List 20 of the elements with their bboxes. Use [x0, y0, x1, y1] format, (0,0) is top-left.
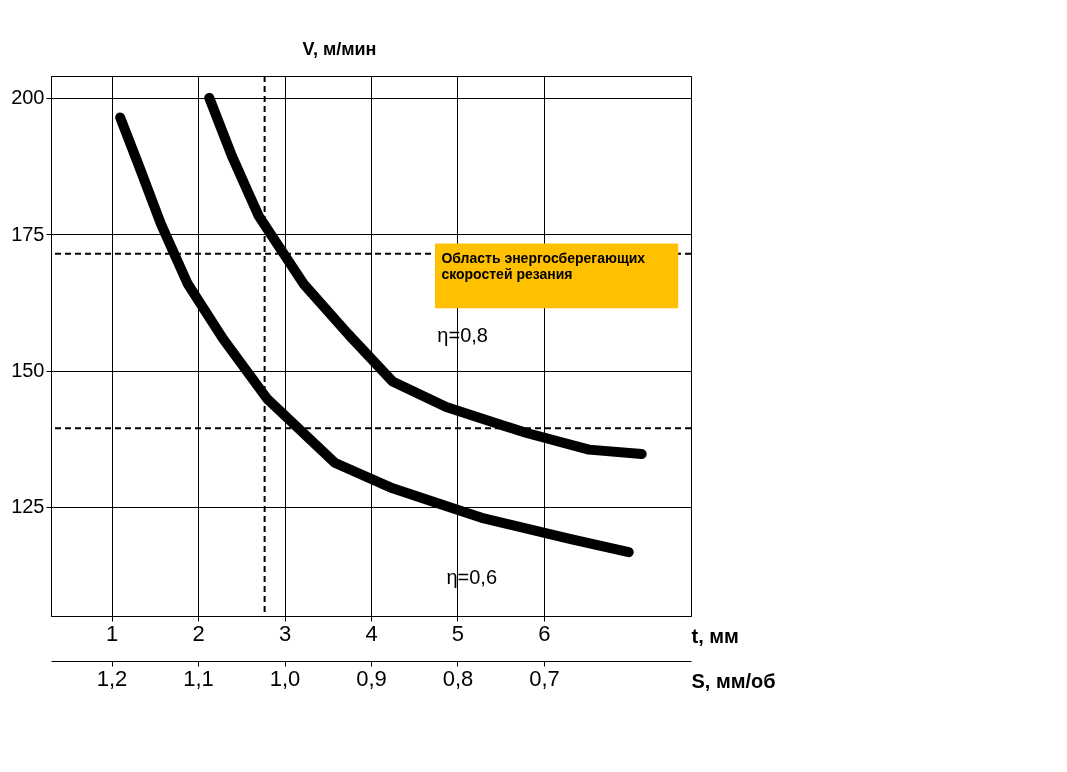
y-tick-label: 150 — [11, 359, 45, 382]
x2-tick-label: 0,8 — [442, 665, 474, 691]
x2-tick-label: 1,2 — [96, 665, 128, 691]
x-axis-title: t, мм — [691, 624, 739, 647]
x-tick-label: 3 — [278, 620, 292, 646]
x-tick-label: 1 — [105, 620, 119, 646]
x2-tick-label: 1,1 — [183, 665, 214, 691]
x2-tick-label: 0,7 — [529, 665, 560, 691]
y-tick-label: 200 — [11, 86, 45, 109]
x-tick-label: 6 — [538, 620, 551, 646]
x2-tick-label: 1,0 — [269, 665, 301, 691]
x2-tick-label: 0,9 — [356, 665, 387, 691]
y-axis-title: V, м/мин — [302, 38, 377, 59]
x2-axis-title: S, мм/об — [691, 669, 776, 692]
y-tick-label: 125 — [11, 495, 45, 518]
x-tick-label: 4 — [365, 620, 378, 646]
x-tick-label: 5 — [451, 620, 465, 646]
annotation: Область энергосберегающих скоростей резания — [441, 249, 646, 282]
x-tick-label: 2 — [192, 620, 205, 646]
y-tick-label: 175 — [11, 222, 45, 245]
